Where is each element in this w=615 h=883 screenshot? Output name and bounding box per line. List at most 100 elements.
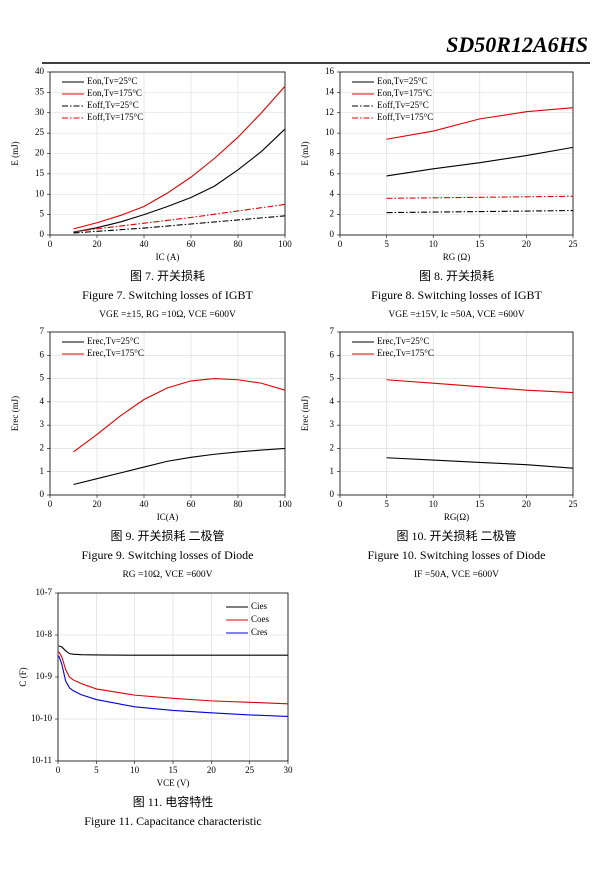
y-tick-label: 12 (325, 107, 334, 117)
legend-label: Erec,Tv=25°C (377, 336, 429, 346)
y-tick-label: 30 (35, 107, 45, 117)
y-tick-label: 0 (40, 489, 45, 499)
y-tick-label: 6 (330, 168, 335, 178)
y-tick-label: 35 (35, 86, 45, 96)
y-tick-label: 4 (330, 396, 335, 406)
series-line (386, 457, 574, 469)
x-tick-label: 20 (93, 499, 103, 509)
legend-label: Eon,Tv=25°C (87, 76, 137, 86)
y-tick-label: 10-11 (31, 755, 52, 765)
y-tick-label: 10-9 (36, 671, 53, 681)
legend-label: Erec,Tv=175°C (377, 348, 434, 358)
x-tick-label: 80 (234, 239, 244, 249)
y-tick-label: 3 (330, 419, 335, 429)
y-axis-label: C (F) (18, 667, 28, 686)
figure-caption-en: Figure 7. Switching losses of IGBT (82, 288, 253, 302)
x-axis-label: IC (A) (156, 252, 180, 262)
y-tick-label: 4 (330, 188, 335, 198)
x-tick-label: 40 (140, 239, 150, 249)
y-tick-label: 5 (40, 209, 45, 219)
y-tick-label: 16 (325, 66, 335, 76)
x-tick-label: 60 (187, 499, 197, 509)
x-tick-label: 100 (278, 499, 292, 509)
y-tick-label: 1 (40, 466, 45, 476)
legend-label: Erec,Tv=25°C (87, 336, 139, 346)
figure-conditions: IF =50A, VCE =600V (414, 570, 499, 580)
y-tick-label: 25 (35, 127, 45, 137)
legend-label: Eon,Tv=175°C (87, 88, 142, 98)
y-tick-label: 15 (35, 168, 45, 178)
y-tick-label: 20 (35, 148, 45, 158)
series-line (386, 210, 574, 214)
x-tick-label: 10 (429, 239, 439, 249)
x-tick-label: 0 (48, 499, 53, 509)
y-tick-label: 5 (330, 373, 335, 383)
x-tick-label: 0 (338, 239, 343, 249)
figure-caption-cn: 图 11. 电容特性 (133, 794, 214, 809)
x-tick-label: 25 (245, 765, 255, 775)
y-tick-label: 10 (325, 127, 335, 137)
legend-label: Eoff,Tv=25°C (87, 100, 139, 110)
y-tick-label: 0 (330, 229, 335, 239)
figure-caption-cn: 图 10. 开关损耗 二极管 (396, 528, 516, 543)
x-tick-label: 10 (429, 499, 439, 509)
series-line (73, 85, 286, 230)
x-tick-label: 5 (94, 765, 99, 775)
figure-caption-cn: 图 9. 开关损耗 二极管 (110, 528, 224, 543)
legend-label: Erec,Tv=175°C (87, 348, 144, 358)
plot-frame (49, 71, 286, 236)
y-tick-label: 0 (330, 489, 335, 499)
x-tick-label: 25 (569, 499, 579, 509)
y-tick-label: 2 (330, 442, 335, 452)
y-tick-label: 1 (330, 466, 335, 476)
legend-label: Eoff,Tv=175°C (87, 112, 143, 122)
y-tick-label: 40 (35, 66, 45, 76)
y-tick-label: 3 (40, 419, 45, 429)
series-line (58, 645, 288, 656)
y-tick-label: 2 (40, 442, 45, 452)
x-axis-label: RG (Ω) (443, 252, 470, 262)
legend-label: Eoff,Tv=25°C (377, 100, 429, 110)
y-tick-label: 5 (40, 373, 45, 383)
x-tick-label: 20 (207, 765, 217, 775)
y-tick-label: 7 (330, 326, 335, 336)
y-tick-label: 6 (40, 349, 45, 359)
x-tick-label: 15 (475, 499, 485, 509)
y-tick-label: 7 (40, 326, 45, 336)
y-tick-label: 10 (35, 188, 45, 198)
x-tick-label: 30 (284, 765, 294, 775)
y-tick-label: 10-10 (31, 713, 52, 723)
y-tick-label: 14 (325, 86, 335, 96)
y-tick-label: 4 (40, 396, 45, 406)
x-tick-label: 15 (169, 765, 179, 775)
y-tick-label: 2 (330, 209, 335, 219)
figure-caption-cn: 图 7. 开关损耗 (130, 269, 205, 283)
figure-caption-en: Figure 9. Switching losses of Diode (82, 548, 254, 562)
x-tick-label: 10 (130, 765, 140, 775)
plot-frame (57, 592, 289, 762)
x-tick-label: 0 (48, 239, 53, 249)
figure-caption-en: Figure 8. Switching losses of IGBT (371, 288, 542, 302)
plot-frame (339, 331, 574, 496)
legend-label: Eon,Tv=175°C (377, 88, 432, 98)
legend-label: Cres (251, 627, 268, 637)
plot-frame (339, 71, 574, 236)
x-tick-label: 40 (140, 499, 150, 509)
legend-label: Eon,Tv=25°C (377, 76, 427, 86)
series-line (73, 378, 286, 453)
y-tick-label: 6 (330, 349, 335, 359)
series-line (386, 379, 574, 394)
x-tick-label: 5 (384, 239, 389, 249)
x-tick-label: 20 (93, 239, 103, 249)
figure-conditions: RG =10Ω, VCE =600V (122, 570, 212, 580)
series-line (386, 146, 574, 177)
y-tick-label: 10-7 (36, 587, 53, 597)
x-tick-label: 5 (384, 499, 389, 509)
series-line (73, 203, 286, 233)
figure-caption-cn: 图 8. 开关损耗 (419, 269, 494, 283)
series-line (58, 655, 289, 717)
x-tick-label: 15 (475, 239, 485, 249)
y-tick-label: 10-8 (36, 629, 53, 639)
y-tick-label: 0 (40, 229, 45, 239)
